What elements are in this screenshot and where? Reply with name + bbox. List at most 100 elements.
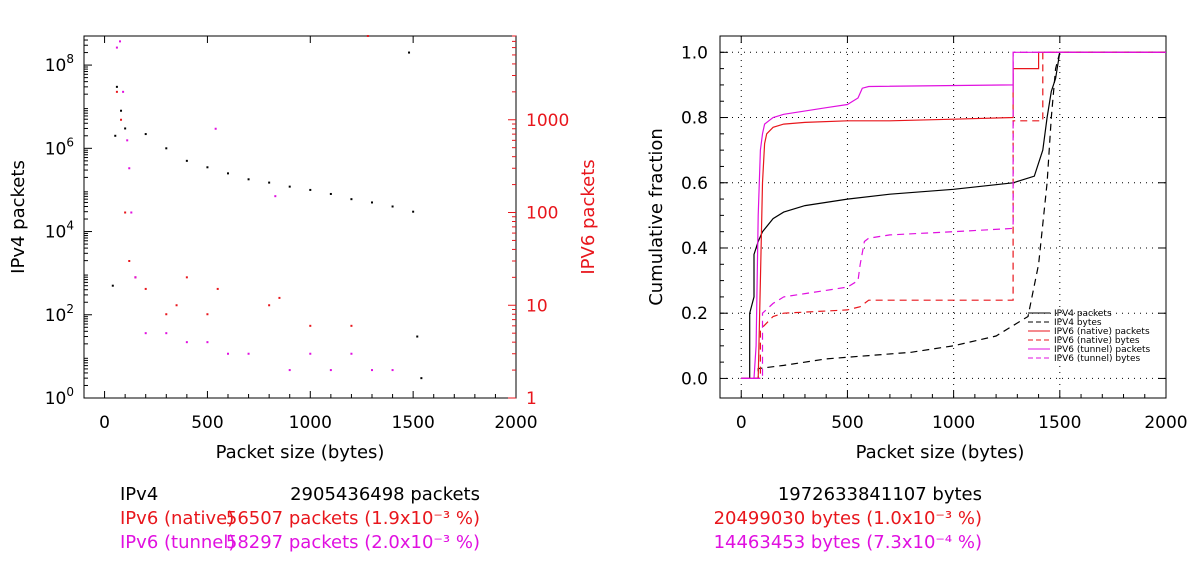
scatter-point (214, 127, 217, 130)
summary-packets: 58297 packets (2.0x10⁻³ %) (225, 532, 480, 553)
y-tick-label: 0.4 (681, 239, 708, 259)
y-right-tick-label: 100 (526, 204, 558, 224)
scatter-point (120, 118, 123, 121)
scatter-point (371, 201, 373, 204)
cdf-lines (741, 51, 1166, 379)
y-tick-label: 0.2 (681, 304, 708, 324)
cdf-y-ticks: 0.0 0.2 0.4 0.6 0.8 1.0 (681, 43, 1166, 389)
scatter-point (416, 335, 419, 338)
scatter-point (165, 332, 168, 335)
x-tick-label: 2000 (1144, 413, 1187, 433)
scatter-right-y-ticks: 1 10 100 1000 (508, 35, 569, 409)
scatter-point (247, 352, 250, 355)
scatter-point (130, 211, 133, 214)
cdf-y-axis-title: Cumulative fraction (646, 128, 667, 306)
x-tick-label: 500 (831, 413, 863, 433)
summary-bytes: 14463453 bytes (7.3x10⁻⁴ %) (713, 532, 982, 553)
y-right-tick-label: 10 (526, 296, 548, 316)
scatter-point (126, 139, 129, 142)
scatter-point (227, 352, 229, 355)
scatter-series-ipv4 (111, 51, 423, 380)
y-right-tick-label: 1 (526, 389, 537, 409)
legend-label: IPV4 bytes (1054, 318, 1102, 328)
scatter-points (111, 35, 423, 380)
scatter-point (227, 172, 229, 175)
summary-row-ipv4: IPv4 2905436498 packets 1972633841107 by… (0, 484, 1200, 508)
scatter-point (128, 260, 131, 263)
summary-row-ipv6-tunnel: IPv6 (tunnel) 58297 packets (2.0x10⁻³ %)… (0, 532, 1200, 556)
cdf-line-0 (741, 51, 1166, 379)
scatter-x-ticks: 0 500 1000 1500 2000 (83, 36, 538, 433)
summary-label: IPv4 (120, 484, 159, 505)
cdf-line-1 (741, 51, 1166, 379)
scatter-point (185, 159, 188, 162)
scatter-point (165, 313, 168, 316)
legend-label: IPV6 (tunnel) bytes (1054, 354, 1140, 364)
scatter-point (144, 287, 147, 290)
summary-packets: 2905436498 packets (290, 484, 480, 505)
scatter-left-y-axis-title: IPv4 packets (8, 160, 29, 274)
summary-label: IPv6 (tunnel) (120, 532, 236, 553)
scatter-point (175, 304, 178, 307)
scatter-point (185, 276, 188, 279)
x-tick-label: 0 (99, 413, 110, 433)
scatter-right-y-axis-title: IPV6 packets (578, 159, 599, 274)
cdf-x-axis-title: Packet size (bytes) (856, 442, 1025, 463)
scatter-point (115, 46, 118, 49)
scatter-point (274, 195, 277, 198)
scatter-point (122, 90, 125, 93)
scatter-point (288, 185, 291, 188)
scatter-point (114, 134, 117, 137)
summary-row-ipv6-native: IPv6 (native) 56507 packets (1.9x10⁻³ %)… (0, 508, 1200, 532)
x-tick-label: 2000 (494, 413, 537, 433)
scatter-point (124, 211, 127, 214)
scatter-point (412, 210, 415, 213)
y-tick-label: 100 (45, 385, 74, 409)
scatter-point (408, 51, 411, 54)
scatter-x-axis-title: Packet size (bytes) (216, 442, 385, 463)
y-tick-label: 0.8 (681, 109, 708, 129)
scatter-point (128, 167, 131, 170)
scatter-point (115, 90, 118, 93)
scatter-point (350, 324, 353, 327)
scatter-point (309, 324, 312, 327)
summary-bytes: 1972633841107 bytes (777, 484, 982, 505)
scatter-point (216, 287, 219, 290)
scatter-point (350, 198, 353, 201)
scatter-point (278, 296, 281, 299)
cdf-panel: 0 500 1000 1500 2000 0.0 0.2 0.4 0.6 0.8 1.0 IPV4… (646, 35, 1188, 463)
scatter-point (185, 341, 188, 344)
scatter-point (165, 147, 168, 150)
scatter-point (134, 276, 137, 279)
summary-table: IPv4 2905436498 packets 1972633841107 by… (0, 484, 1200, 580)
summary-label: IPv6 (native) (120, 508, 235, 529)
scatter-plot-frame (83, 35, 517, 399)
scatter-point (268, 304, 271, 307)
legend-label: IPV4 packets (1054, 309, 1112, 319)
scatter-point (206, 166, 209, 169)
x-tick-label: 0 (736, 413, 747, 433)
legend-label: IPV6 (tunnel) packets (1054, 345, 1151, 355)
x-tick-label: 1000 (289, 413, 332, 433)
cdf-line-4 (741, 51, 1166, 379)
scatter-point (206, 341, 209, 344)
summary-packets: 56507 packets (1.9x10⁻³ %) (225, 508, 480, 529)
scatter-point (288, 369, 291, 372)
summary-bytes: 20499030 bytes (1.0x10⁻³ %) (713, 508, 982, 529)
scatter-point (111, 284, 114, 287)
y-right-tick-label: 1000 (526, 111, 569, 131)
y-tick-label: 102 (45, 302, 74, 326)
scatter-point (309, 188, 312, 191)
scatter-point (120, 109, 123, 112)
scatter-point (391, 205, 394, 208)
y-tick-label: 104 (45, 219, 74, 243)
x-tick-label: 500 (191, 413, 223, 433)
scatter-point (124, 127, 127, 130)
scatter-point (420, 377, 423, 380)
scatter-point (366, 35, 369, 37)
legend-label: IPV6 (native) packets (1054, 327, 1150, 337)
scatter-point (391, 369, 394, 372)
scatter-point (371, 369, 373, 372)
